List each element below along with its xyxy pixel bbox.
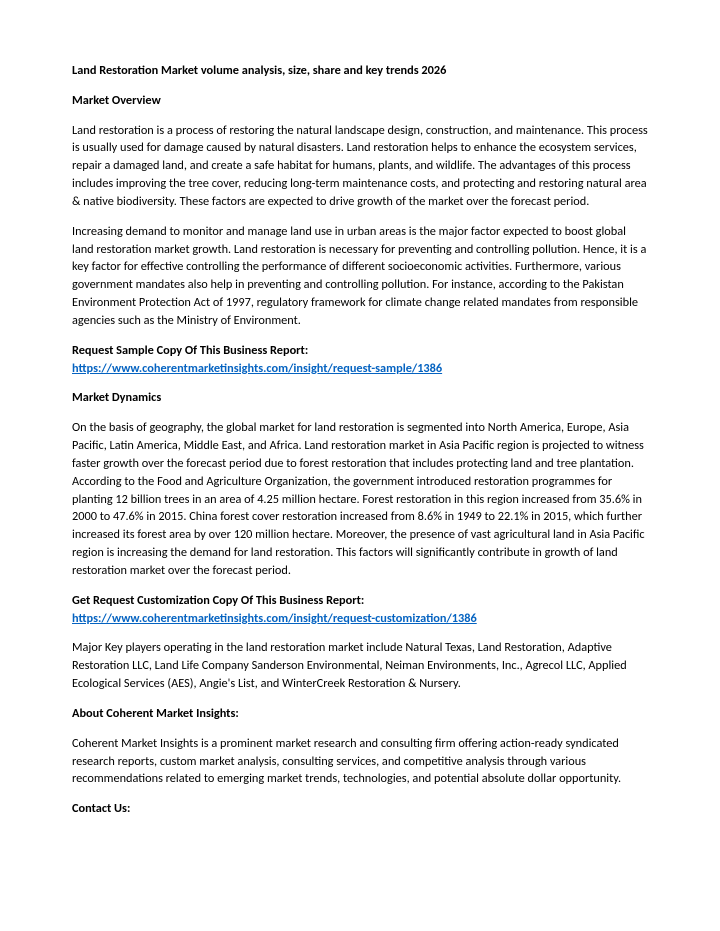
customization-request-link[interactable]: https://www.coherentmarketinsights.com/i… bbox=[72, 611, 477, 626]
customization-request-label: Get Request Customization Copy Of This B… bbox=[72, 593, 364, 608]
customization-request-block: Get Request Customization Copy Of This B… bbox=[72, 592, 648, 628]
body-paragraph: Land restoration is a process of restori… bbox=[72, 122, 648, 211]
sample-request-link[interactable]: https://www.coherentmarketinsights.com/i… bbox=[72, 361, 442, 376]
section-heading-contact: Contact Us: bbox=[72, 800, 648, 818]
body-paragraph: Major Key players operating in the land … bbox=[72, 639, 648, 692]
section-heading-overview: Market Overview bbox=[72, 92, 648, 110]
sample-request-block: Request Sample Copy Of This Business Rep… bbox=[72, 342, 648, 378]
body-paragraph: Coherent Market Insights is a prominent … bbox=[72, 735, 648, 788]
section-heading-about: About Coherent Market Insights: bbox=[72, 705, 648, 723]
document-page: Land Restoration Market volume analysis,… bbox=[0, 0, 720, 931]
body-paragraph: On the basis of geography, the global ma… bbox=[72, 419, 648, 579]
section-heading-dynamics: Market Dynamics bbox=[72, 389, 648, 407]
sample-request-label: Request Sample Copy Of This Business Rep… bbox=[72, 343, 308, 358]
document-title: Land Restoration Market volume analysis,… bbox=[72, 62, 648, 80]
body-paragraph: Increasing demand to monitor and manage … bbox=[72, 223, 648, 330]
